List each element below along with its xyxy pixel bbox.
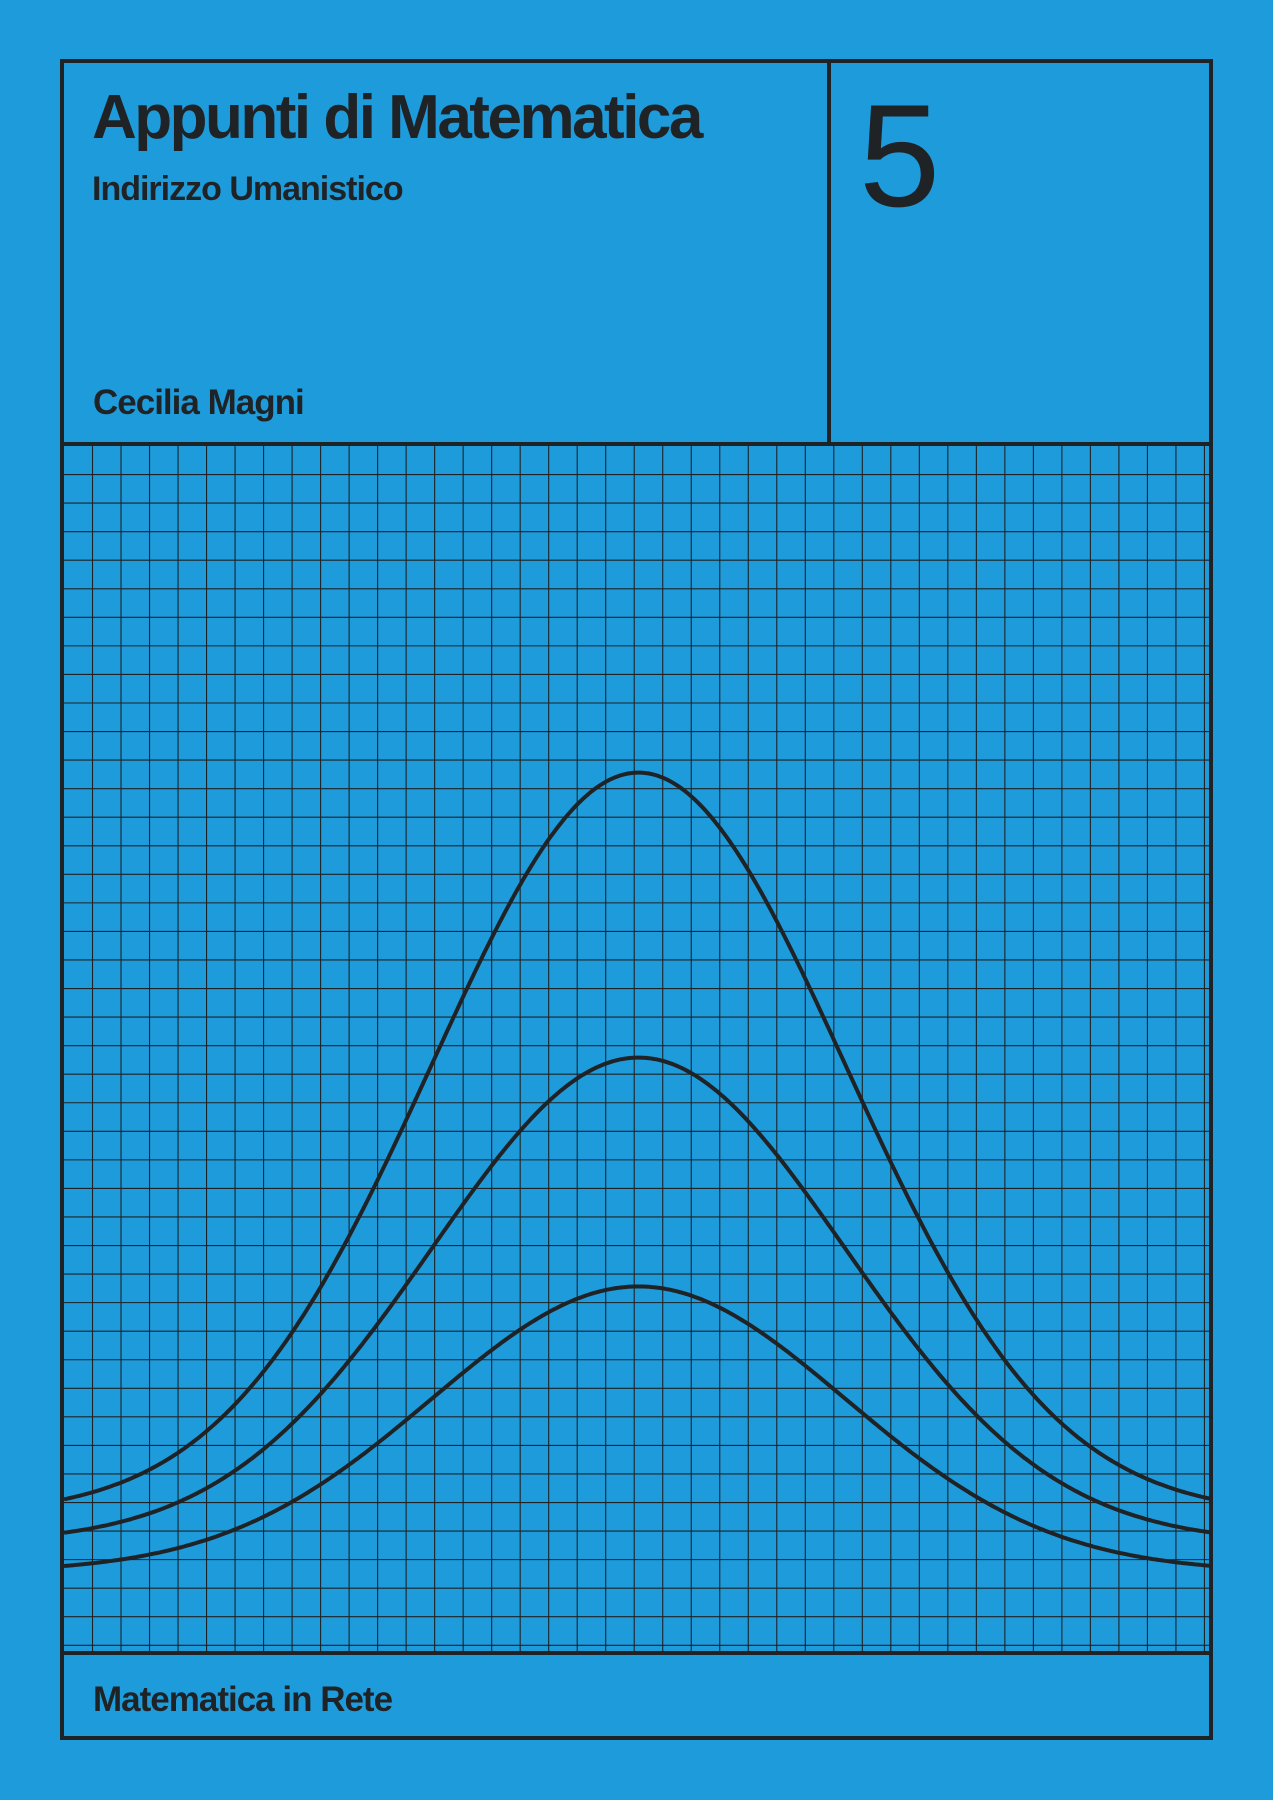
title-panel: Appunti di Matematica Indirizzo Umanisti…	[64, 63, 831, 446]
bell-curve	[64, 770, 1213, 1502]
book-subtitle: Indirizzo Umanistico	[92, 170, 404, 208]
cover-frame: Appunti di Matematica Indirizzo Umanisti…	[60, 59, 1213, 1740]
bell-curve	[64, 1055, 1213, 1535]
bell-curves	[64, 770, 1213, 1568]
book-title: Appunti di Matematica	[92, 83, 703, 152]
bell-curves-illustration	[64, 446, 1213, 1651]
graph-paper-illustration	[64, 446, 1213, 1655]
bell-curve	[64, 1284, 1213, 1568]
author-name: Cecilia Magni	[93, 383, 305, 422]
publisher-name: Matematica in Rete	[93, 1680, 393, 1719]
volume-panel: 5	[831, 63, 1213, 446]
volume-number: 5	[859, 74, 941, 237]
grid-lines	[64, 446, 1213, 1651]
